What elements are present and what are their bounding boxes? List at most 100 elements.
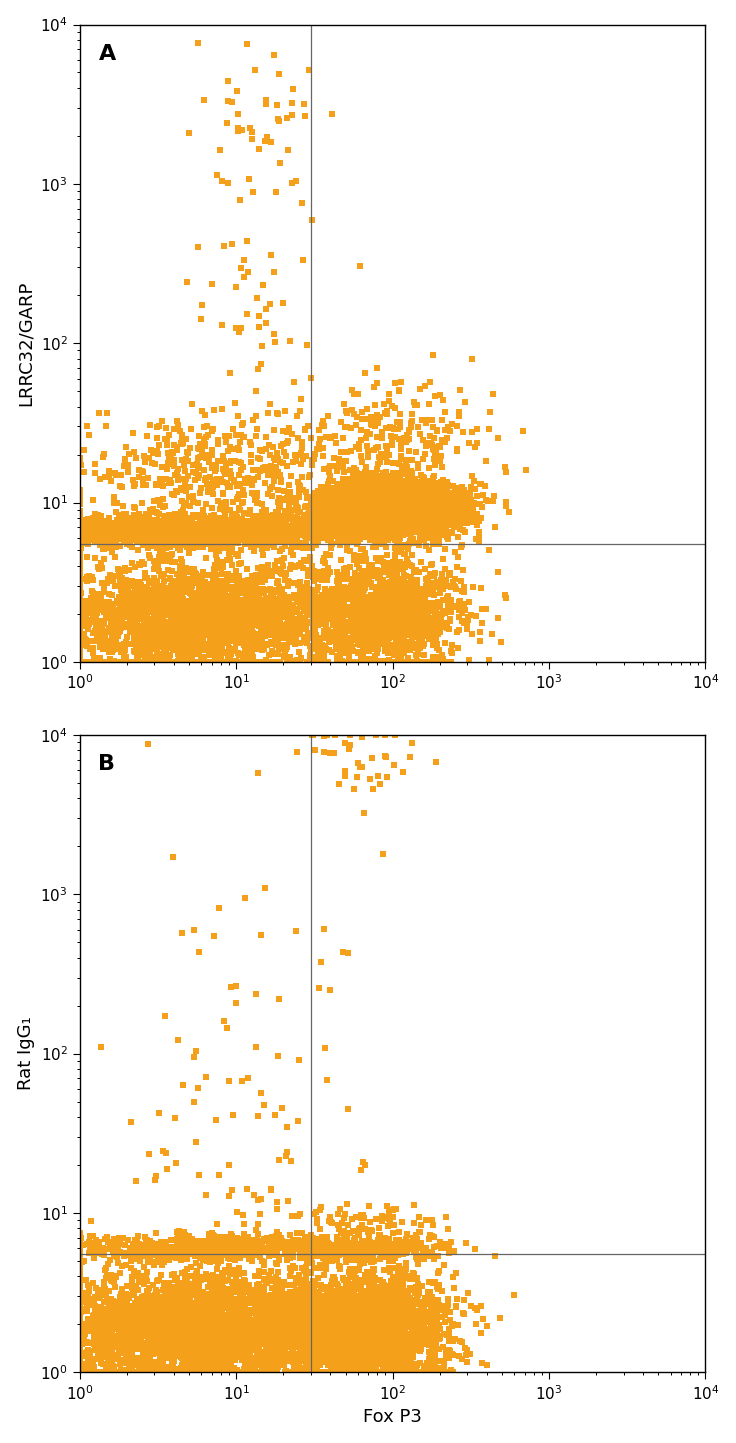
Point [421,473,433,496]
Point [146,522,158,545]
Point [385,618,397,641]
Point [314,626,326,649]
Point [379,465,391,488]
Point [314,1254,326,1277]
Point [392,1310,404,1333]
Point [372,1310,383,1333]
Point [313,527,325,550]
Point [148,1333,160,1356]
Point [365,1310,377,1333]
Point [392,584,403,608]
Point [138,508,149,531]
Point [374,1323,386,1346]
Point [362,482,374,505]
Point [270,527,282,550]
Point [387,1361,399,1384]
Point [212,1316,224,1339]
Point [158,522,169,545]
Point [430,515,442,538]
Point [372,1296,384,1319]
Point [206,527,218,550]
Point [138,553,150,576]
Point [195,1322,207,1345]
Point [369,1277,381,1300]
Point [286,1302,297,1325]
Point [344,1293,355,1316]
Point [222,1361,233,1384]
Point [249,532,261,556]
Point [389,499,400,522]
Point [429,498,441,521]
Point [240,590,252,613]
Point [341,1299,353,1322]
Point [372,495,383,518]
Point [369,649,381,672]
Point [113,592,124,615]
Point [136,1316,148,1339]
Point [202,476,214,499]
Point [407,491,419,514]
Point [149,583,160,606]
Point [417,491,429,514]
Point [74,551,85,574]
Point [375,498,387,521]
Point [342,512,353,535]
Point [113,560,124,583]
Point [219,595,231,618]
Point [371,651,383,674]
Point [344,556,355,579]
Point [360,1316,372,1339]
Point [367,489,378,512]
Point [315,606,327,629]
Point [361,496,373,519]
Point [386,509,398,532]
Point [431,488,442,511]
Point [389,495,401,518]
Point [366,1219,378,1242]
Point [74,1312,85,1335]
Point [222,172,234,195]
Point [377,495,389,518]
Point [383,472,395,495]
Point [213,618,225,641]
Point [389,1328,400,1351]
Point [208,618,220,641]
Point [145,1316,157,1339]
Point [316,436,328,459]
Point [279,569,291,592]
Point [367,1244,379,1267]
Point [358,1354,370,1377]
Point [74,608,85,631]
Point [282,430,294,453]
Point [401,495,413,518]
Point [406,502,417,525]
Point [311,623,322,646]
Point [347,1322,358,1345]
Point [166,522,178,545]
Point [214,1231,226,1254]
Point [155,599,166,622]
Point [200,511,212,534]
Point [140,1322,152,1345]
Point [288,584,300,608]
Point [267,434,279,457]
Point [202,1322,214,1345]
Point [109,511,121,534]
Point [171,626,183,649]
Point [251,577,263,600]
Point [241,1316,253,1339]
Point [139,521,151,544]
Point [389,488,401,511]
Point [156,631,168,654]
Point [74,515,85,538]
Point [239,595,251,618]
Point [262,521,274,544]
Point [150,638,162,661]
Point [361,1241,372,1264]
Point [390,495,402,518]
Point [347,573,359,596]
Point [391,628,403,651]
Point [189,1296,201,1319]
Point [204,1283,216,1306]
Point [319,551,330,574]
